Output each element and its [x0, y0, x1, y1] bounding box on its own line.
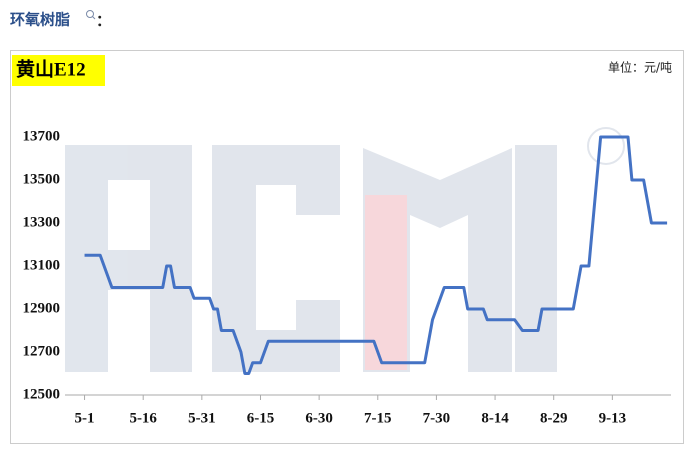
search-icon	[86, 10, 96, 20]
heading: 环氧树脂	[10, 11, 70, 29]
unit-label: 单位：元/吨	[608, 60, 672, 75]
chart-frame	[10, 50, 684, 444]
x-tick-label: 6-15	[247, 410, 275, 426]
line-series	[84, 135, 668, 375]
x-tick-label: 9-13	[599, 410, 627, 426]
x-tick-label: 5-31	[188, 410, 216, 426]
x-tick-label: 8-14	[481, 410, 509, 426]
y-tick-label: 13100	[23, 257, 61, 273]
heading-colon: ：	[96, 12, 111, 30]
y-tick-label: 13500	[23, 171, 61, 187]
y-tick-label: 13700	[23, 128, 61, 144]
x-tick-label: 7-30	[423, 410, 451, 426]
x-tick-label: 8-29	[540, 410, 568, 426]
x-tick-label: 5-16	[129, 410, 157, 426]
y-tick-label: 12500	[23, 386, 61, 402]
chart-title: 黄山E12	[16, 57, 86, 80]
x-tick-label: 7-15	[364, 410, 392, 426]
title-box	[12, 55, 105, 86]
y-tick-label: 13300	[23, 214, 61, 230]
y-tick-label: 12900	[23, 300, 61, 316]
y-tick-label: 12700	[23, 343, 61, 359]
x-tick-label: 5-1	[75, 410, 95, 426]
x-tick-label: 6-30	[305, 410, 333, 426]
